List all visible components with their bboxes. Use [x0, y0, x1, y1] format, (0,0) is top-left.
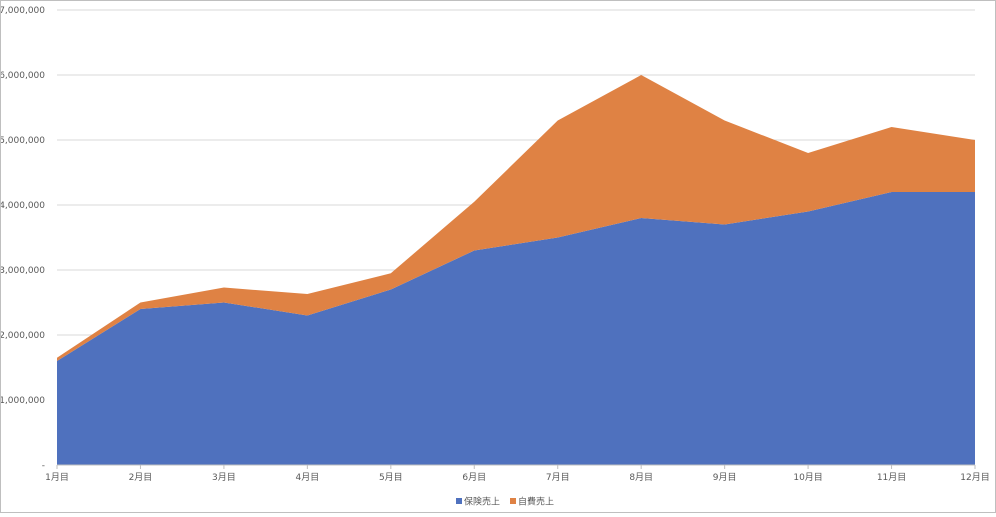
y-axis-ticks: - 1,000,000 2,000,000 3,000,000 4,000,000 5,0…	[0, 6, 45, 471]
y-tick-label: 6,000,000	[1, 71, 45, 81]
x-tick-label: 11月目	[877, 472, 906, 483]
legend: 保険売上 自費売上	[456, 496, 554, 508]
x-tick-label: 2月目	[129, 472, 153, 483]
x-tick-label: 3月目	[212, 472, 236, 483]
series-area-1	[57, 192, 975, 465]
x-tick-label: 7月目	[546, 472, 570, 483]
legend-label: 保険売上	[464, 496, 500, 508]
x-tick-label: 12月目	[960, 472, 989, 483]
legend-swatch	[510, 498, 516, 504]
x-axis	[56, 464, 976, 469]
legend-swatch	[456, 498, 462, 504]
y-tick-label: 3,000,000	[1, 266, 45, 276]
y-tick-label: 5,000,000	[1, 136, 45, 146]
x-axis-ticks: 1月目 2月目 3月目 4月目 5月目 6月目 7月目 8月目 9月目 10月目 11月目 12月目	[45, 472, 990, 483]
x-tick-label: 1月目	[45, 472, 69, 483]
y-tick-label: 2,000,000	[1, 331, 45, 341]
x-tick-label: 4月目	[295, 472, 319, 483]
x-tick-label: 5月目	[379, 472, 403, 483]
x-tick-label: 9月目	[713, 472, 737, 483]
x-tick-label: 8月目	[629, 472, 653, 483]
x-tick-label: 10月目	[793, 472, 822, 483]
y-tick-label: -	[42, 461, 45, 471]
y-tick-label: 7,000,000	[1, 6, 45, 16]
x-tick-label: 6月目	[462, 472, 486, 483]
y-tick-label: 1,000,000	[1, 396, 45, 406]
series-area-2	[57, 75, 975, 361]
y-tick-label: 4,000,000	[1, 201, 45, 211]
legend-label: 自費売上	[518, 496, 554, 508]
series-areas	[57, 75, 975, 465]
